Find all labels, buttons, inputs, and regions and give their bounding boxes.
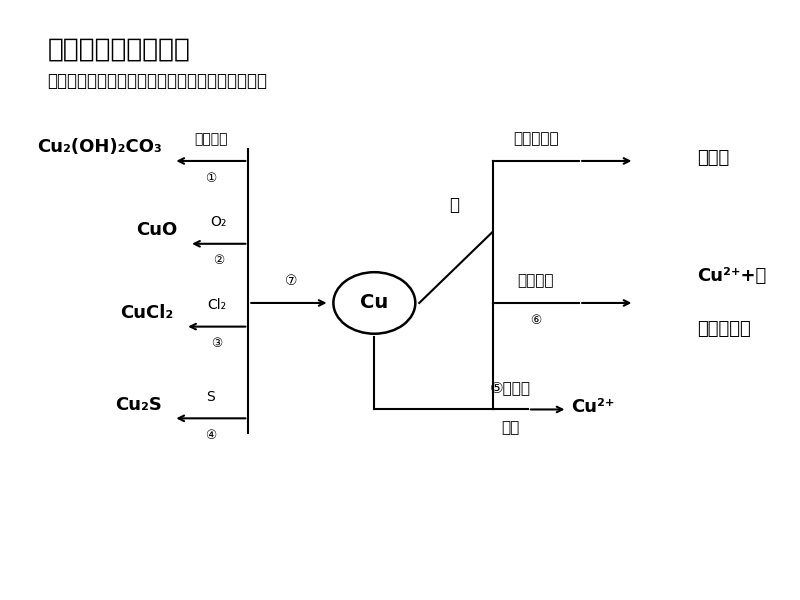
Text: 潮湿空气: 潮湿空气 [194, 132, 228, 146]
Text: 酸: 酸 [449, 196, 459, 214]
Text: 氧化性酸: 氧化性酸 [518, 273, 554, 288]
Text: ⑤某些盐: ⑤某些盐 [490, 380, 530, 395]
Text: S: S [206, 389, 215, 404]
Text: Cu²⁺+非: Cu²⁺+非 [698, 267, 766, 285]
Text: Cl₂: Cl₂ [207, 298, 226, 312]
Text: 不反应: 不反应 [698, 149, 730, 167]
Text: Cu₂S: Cu₂S [114, 395, 162, 413]
Text: Cu: Cu [360, 293, 389, 313]
Text: 非氧化性酸: 非氧化性酸 [513, 131, 558, 146]
Text: Cu²⁺: Cu²⁺ [571, 397, 615, 415]
Text: 写出铜及其化合物相互转化的化学或离子方程式：: 写出铜及其化合物相互转化的化学或离子方程式： [47, 72, 267, 90]
Text: 金属氧化物: 金属氧化物 [698, 320, 751, 338]
Text: O₂: O₂ [210, 215, 227, 229]
Text: ⑦: ⑦ [285, 274, 297, 288]
Text: ③: ③ [211, 337, 222, 350]
Text: CuO: CuO [136, 221, 178, 239]
Text: ②: ② [213, 254, 224, 268]
Text: ①: ① [206, 172, 217, 185]
Text: 一、知识回顾与记忆: 一、知识回顾与记忆 [47, 37, 190, 63]
Text: CuCl₂: CuCl₂ [120, 304, 174, 322]
Text: Cu₂(OH)₂CO₃: Cu₂(OH)₂CO₃ [37, 138, 162, 156]
Text: ⑥: ⑥ [530, 314, 542, 326]
Text: ④: ④ [206, 429, 217, 442]
Text: 溶液: 溶液 [501, 420, 519, 435]
